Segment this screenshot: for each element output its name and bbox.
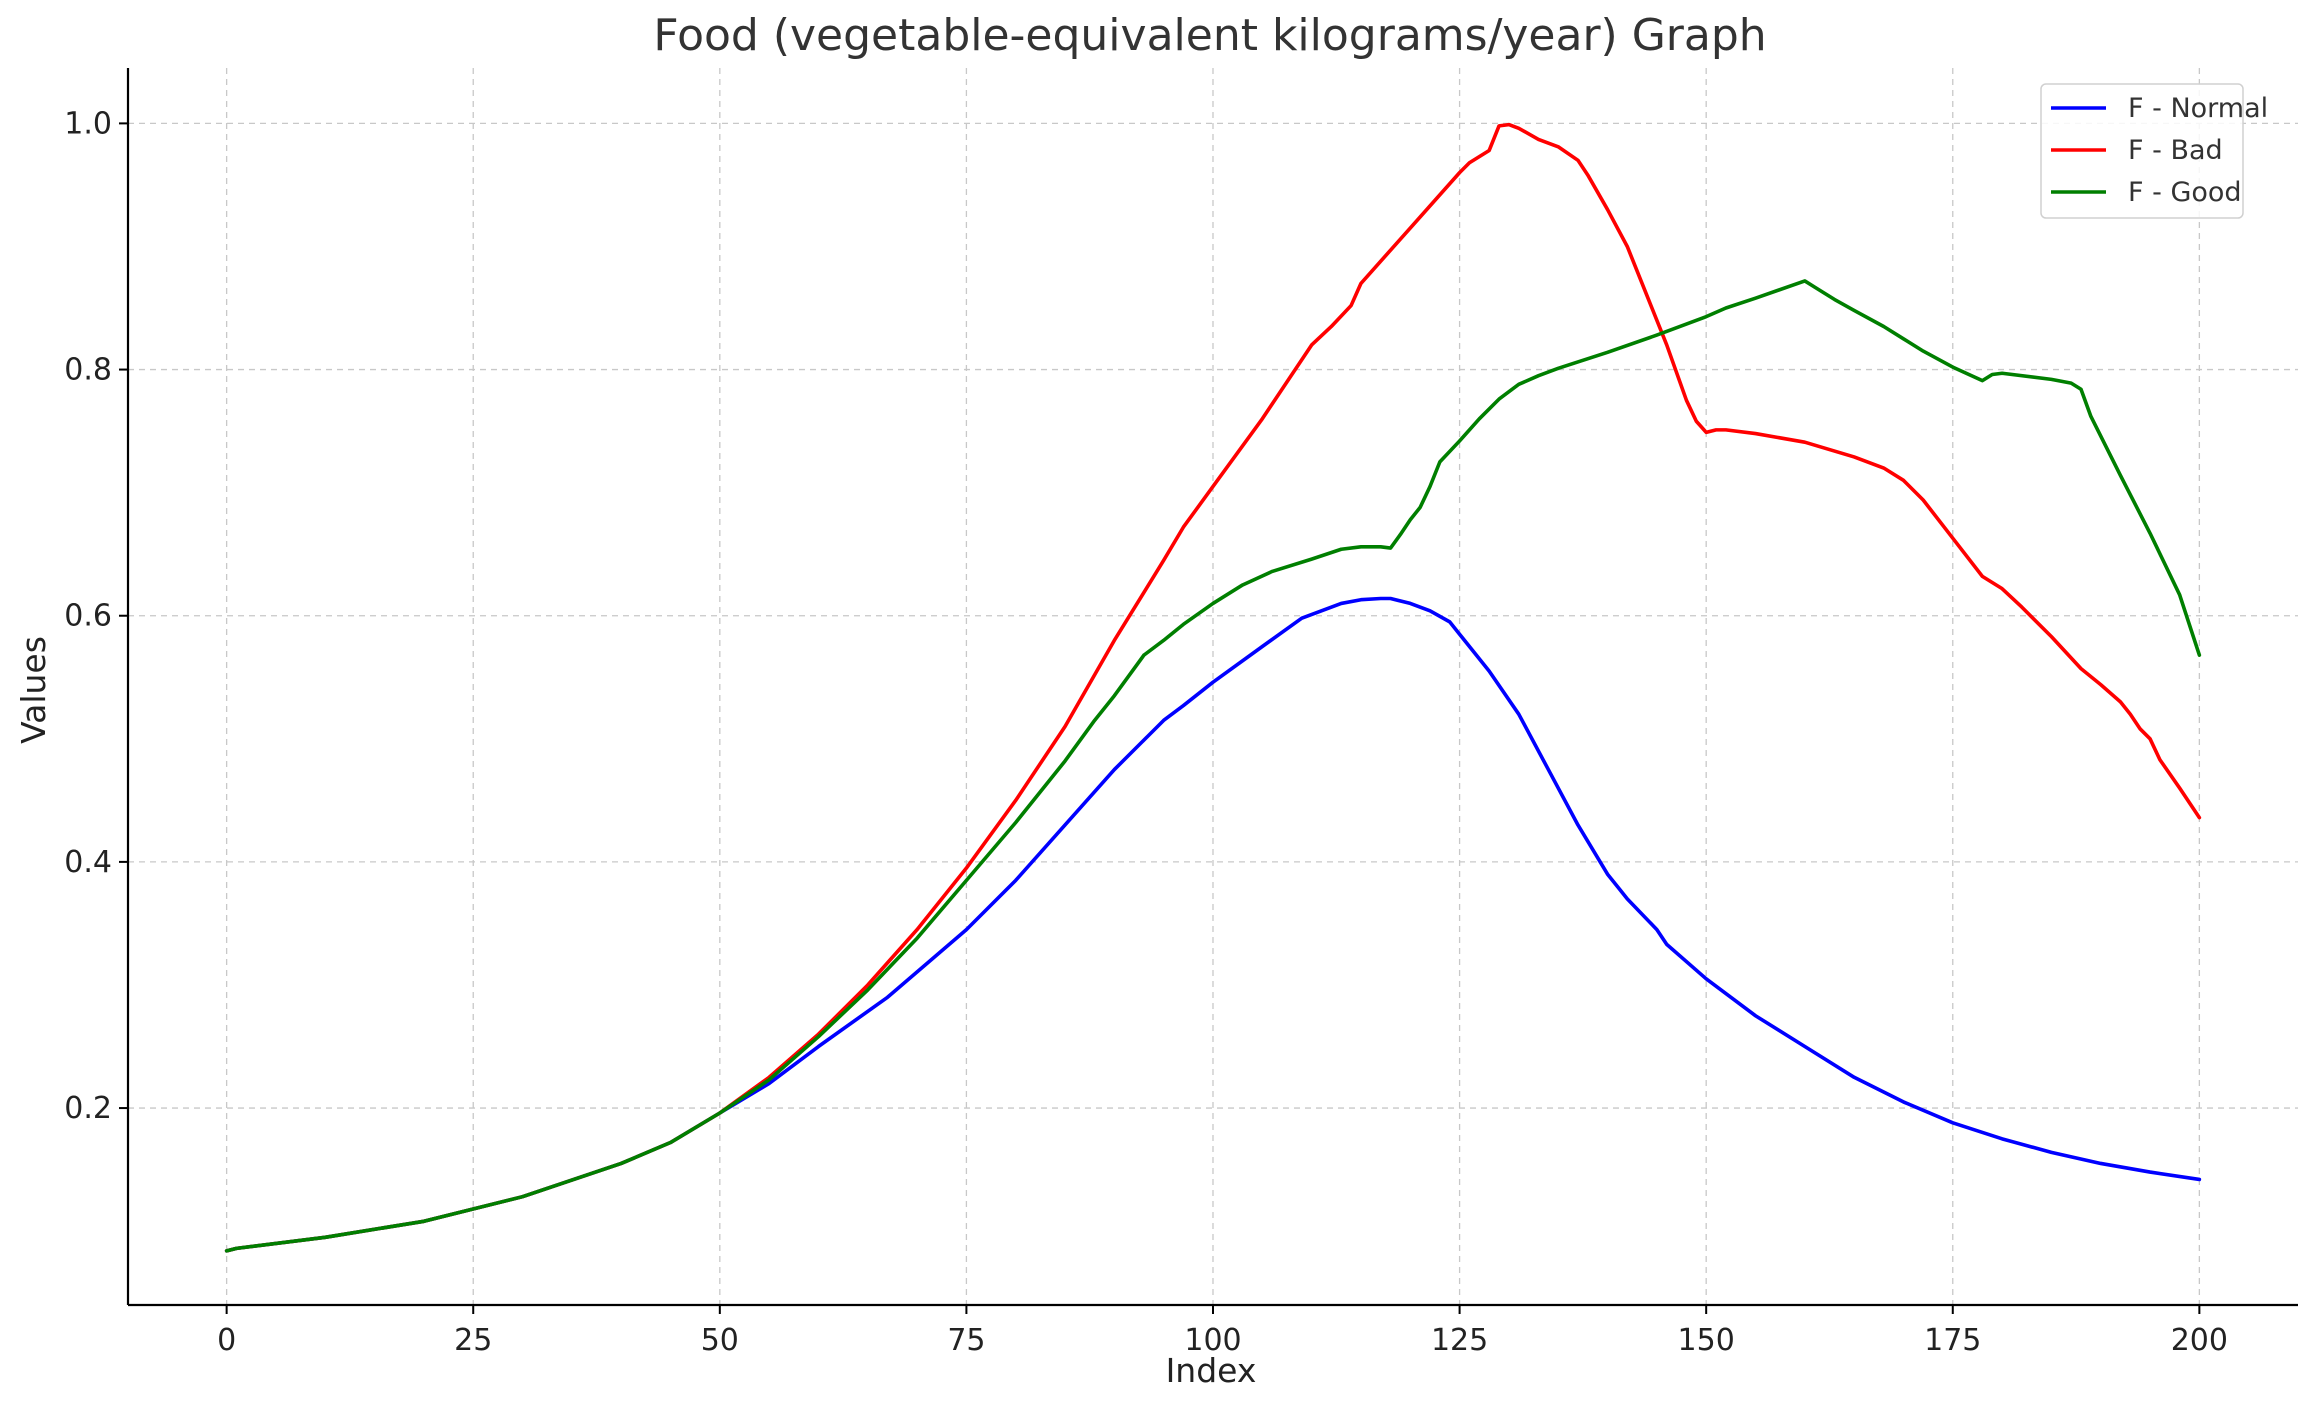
series-line-0 (224, 596, 2202, 1253)
y-tick-label: 0.6 (64, 599, 112, 634)
x-tick-label: 75 (947, 1323, 985, 1358)
legend-box (2040, 83, 2244, 219)
chart-title: Food (vegetable-equivalent kilograms/yea… (653, 10, 1766, 61)
x-axis-label: Index (1166, 1351, 1257, 1390)
grid (128, 68, 2298, 1305)
x-tick-label: 100 (1184, 1323, 1241, 1358)
x-tick-label: 50 (701, 1323, 739, 1358)
series-line-2 (224, 279, 2202, 1253)
y-tick-label: 1.0 (64, 106, 112, 141)
x-tick-label: 25 (454, 1323, 492, 1358)
y-tick-label: 0.4 (64, 845, 112, 880)
x-tick-label: 175 (1924, 1323, 1981, 1358)
x-tick-label: 200 (2171, 1323, 2228, 1358)
axes: 0 25 50 75 100 125 150 175 200 0.2 0.4 0.6 0.8 1.0 (64, 68, 2298, 1358)
legend-label-0: F - Normal (2128, 93, 2268, 124)
y-tick-label: 0.2 (64, 1091, 112, 1126)
legend: F - Normal F - Bad F - Good (2040, 83, 2268, 219)
x-tick-label: 150 (1678, 1323, 1735, 1358)
legend-label-2: F - Good (2128, 177, 2242, 208)
y-tick-label: 0.8 (64, 353, 112, 388)
x-tick-label: 125 (1431, 1323, 1488, 1358)
y-axis-label: Values (14, 636, 53, 744)
series-line-1 (224, 122, 2202, 1253)
series-lines (224, 122, 2202, 1253)
x-tick-label: 0 (217, 1323, 236, 1358)
legend-label-1: F - Bad (2128, 135, 2223, 166)
